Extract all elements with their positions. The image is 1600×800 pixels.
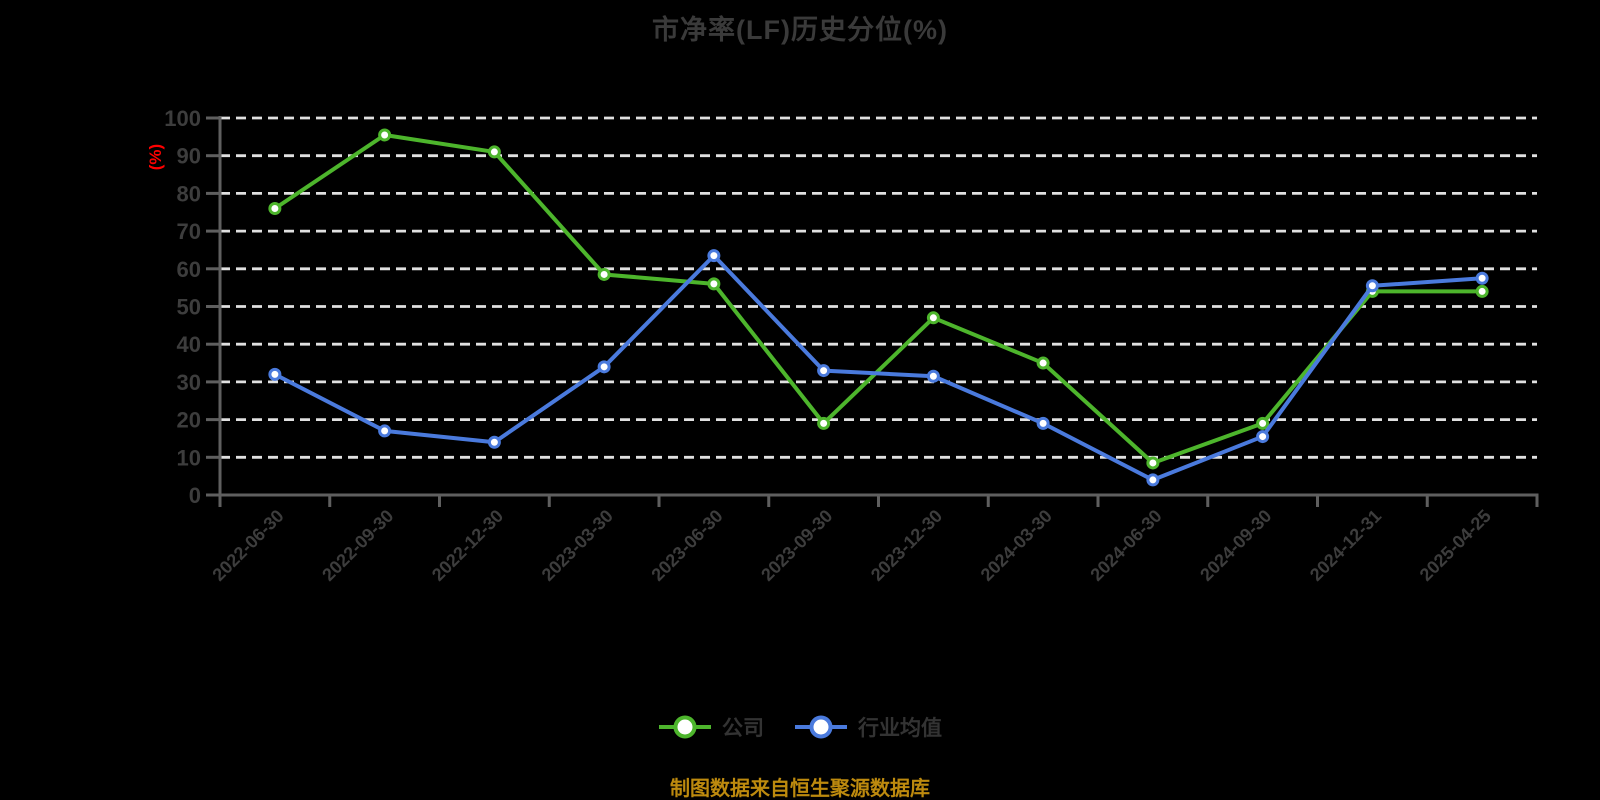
y-tick-label: 70 <box>177 219 201 244</box>
x-category-label: 2024-06-30 <box>1086 506 1165 585</box>
data-point-industry-average <box>926 369 940 383</box>
x-category-label: 2022-06-30 <box>208 506 287 585</box>
data-point-company <box>378 128 392 142</box>
data-source-note: 制图数据来自恒生聚源数据库 <box>670 778 930 800</box>
legend: 公司 行业均值 <box>0 712 1600 742</box>
industry-average-series-marker-icon <box>795 715 847 739</box>
data-point-company <box>1146 456 1160 470</box>
y-axis-labels: 0 10 20 30 40 50 60 70 80 90 100 <box>164 106 201 508</box>
y-tick-label: 30 <box>177 370 201 395</box>
data-point-industry-average <box>817 364 831 378</box>
data-point-company <box>1475 284 1489 298</box>
y-tick-label: 80 <box>177 181 201 206</box>
x-category-label: 2022-09-30 <box>318 506 397 585</box>
data-point-company <box>1256 416 1270 430</box>
data-point-company <box>817 416 831 430</box>
data-point-company <box>597 267 611 281</box>
data-point-company <box>707 277 721 291</box>
x-category-label: 2025-04-25 <box>1416 506 1495 585</box>
data-point-industry-average <box>378 424 392 438</box>
series-line-company <box>272 132 1485 465</box>
legend-item-industry-average[interactable]: 行业均值 <box>794 712 942 742</box>
legend-label-company: 公司 <box>722 717 764 740</box>
data-point-industry-average <box>1365 279 1379 293</box>
y-tick-label: 90 <box>177 144 201 169</box>
data-point-company <box>487 145 501 159</box>
data-point-industry-average <box>707 249 721 263</box>
data-point-company <box>1036 356 1050 370</box>
y-tick-label: 20 <box>177 408 201 433</box>
legend-label-industry-average: 行业均值 <box>858 717 942 740</box>
x-category-label: 2024-12-31 <box>1306 506 1385 585</box>
x-category-label: 2023-06-30 <box>647 506 726 585</box>
y-axis-ticks <box>206 116 220 497</box>
y-tick-label: 100 <box>164 106 201 131</box>
data-point-industry-average <box>597 360 611 374</box>
series-industry-average <box>268 249 1489 487</box>
company-series-marker-icon <box>659 715 711 739</box>
legend-item-company[interactable]: 公司 <box>658 712 764 742</box>
y-grid-lines <box>220 116 1537 459</box>
data-point-industry-average <box>487 435 501 449</box>
data-point-industry-average <box>1036 416 1050 430</box>
x-category-label: 2023-03-30 <box>538 506 617 585</box>
x-category-label: 2023-12-30 <box>867 506 946 585</box>
x-axis-ticks <box>218 495 1539 507</box>
data-point-company <box>926 311 940 325</box>
series-line-industry-average <box>272 253 1485 482</box>
y-tick-label: 50 <box>177 295 201 320</box>
x-axis-labels: 2022-06-30 2022-09-30 2022-12-30 2023-03-30… <box>208 506 1495 585</box>
x-category-label: 2024-09-30 <box>1196 506 1275 585</box>
data-point-industry-average <box>1475 271 1489 285</box>
series-company <box>268 128 1489 470</box>
x-category-label: 2022-12-30 <box>428 506 507 585</box>
y-tick-label: 0 <box>189 483 201 508</box>
y-tick-label: 40 <box>177 332 201 357</box>
x-category-label: 2024-03-30 <box>977 506 1056 585</box>
data-point-industry-average <box>268 367 282 381</box>
x-category-label: 2023-09-30 <box>757 506 836 585</box>
data-point-company <box>268 201 282 215</box>
chart-title: 市净率(LF)历史分位(%) <box>652 15 948 45</box>
data-point-industry-average <box>1146 473 1160 487</box>
y-tick-label: 10 <box>177 445 201 470</box>
y-tick-label: 60 <box>177 257 201 282</box>
data-point-industry-average <box>1256 430 1270 444</box>
